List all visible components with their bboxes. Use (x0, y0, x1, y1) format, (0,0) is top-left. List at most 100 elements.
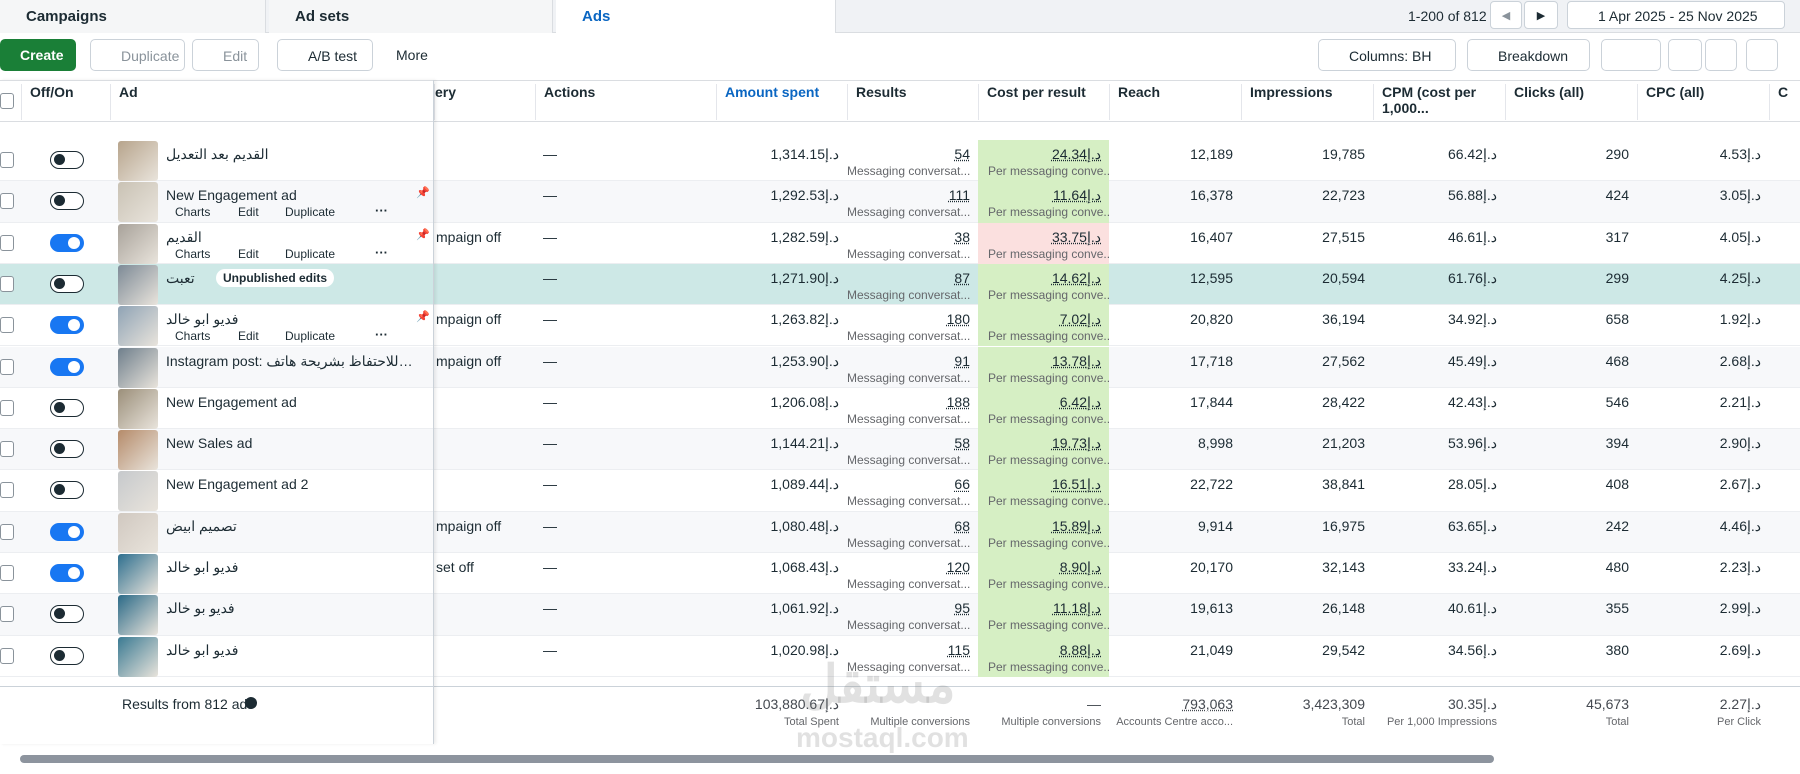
results-cell[interactable]: 95 (954, 600, 970, 617)
toggle[interactable] (50, 398, 84, 417)
tab[interactable]: Ad sets (269, 0, 553, 33)
results-cell[interactable]: 58 (954, 435, 970, 452)
column-header[interactable]: CPC (all) (1637, 84, 1769, 120)
pin-icon[interactable]: 📌 (416, 187, 430, 200)
row-checkbox[interactable] (0, 358, 14, 375)
toolbar-icon[interactable] (1746, 39, 1778, 71)
column-header[interactable]: Reach (1109, 84, 1241, 120)
row-action[interactable]: Edit (238, 246, 259, 261)
table-row[interactable] (0, 181, 1800, 223)
column-header[interactable]: Ad (110, 84, 434, 120)
row-checkbox[interactable] (0, 399, 14, 416)
row-action[interactable]: Edit (238, 329, 259, 344)
cpr-cell[interactable]: 6.42د.إ (1059, 393, 1101, 410)
breakdown-button[interactable]: Breakdown (1467, 39, 1590, 71)
toggle[interactable] (50, 316, 84, 335)
cpr-cell[interactable]: 13.78د.إ (1051, 352, 1101, 369)
table-row[interactable] (0, 305, 1800, 347)
columns-button[interactable]: Columns: BH (1318, 39, 1456, 71)
column-header[interactable]: Cost per result (978, 84, 1109, 120)
date-picker[interactable]: 1 Apr 2025 - 25 Nov 2025 (1567, 1, 1785, 29)
row-action[interactable]: Charts (175, 205, 211, 220)
results-cell[interactable]: 68 (954, 517, 970, 534)
column-header[interactable]: Amount spent (716, 84, 847, 120)
table-row[interactable] (0, 346, 1800, 388)
toolbar-icon[interactable] (1705, 39, 1737, 71)
table-row[interactable] (0, 594, 1800, 636)
ad-name[interactable]: القديم بعد التعديل (166, 146, 269, 162)
more-icon[interactable]: ··· (375, 203, 388, 219)
table-row[interactable] (0, 635, 1800, 677)
table-row[interactable] (0, 470, 1800, 512)
results-cell[interactable]: 111 (948, 187, 970, 204)
toggle[interactable] (50, 522, 84, 541)
edit-button[interactable]: Edit (192, 39, 259, 71)
table-row[interactable] (0, 222, 1800, 264)
more-button[interactable]: More (382, 39, 455, 71)
cpr-cell[interactable]: 33.75د.إ (1051, 228, 1101, 245)
toggle[interactable] (50, 564, 84, 582)
cpr-cell[interactable]: 14.62د.إ (1051, 269, 1101, 286)
row-checkbox[interactable] (0, 647, 14, 664)
row-checkbox[interactable] (0, 606, 14, 623)
column-header[interactable]: Clicks (all) (1505, 84, 1637, 120)
results-cell[interactable]: 91 (954, 352, 970, 369)
ad-name[interactable]: New Engagement ad 2 (166, 476, 309, 493)
cpr-cell[interactable]: 19.73د.إ (1051, 435, 1101, 452)
toggle[interactable] (50, 440, 84, 459)
pin-icon[interactable]: 📌 (416, 228, 430, 241)
tab[interactable]: Ads (556, 0, 836, 33)
ad-name[interactable]: New Engagement ad (166, 187, 297, 204)
row-checkbox[interactable] (0, 482, 14, 499)
prev-page[interactable]: ◀ (1490, 1, 1522, 29)
column-header[interactable]: C (1769, 84, 1800, 120)
toggle[interactable] (50, 192, 84, 211)
results-cell[interactable]: 87 (954, 269, 970, 286)
results-cell[interactable]: 38 (954, 228, 970, 245)
ad-name[interactable]: New Sales ad (166, 435, 253, 452)
results-cell[interactable]: 180 (946, 311, 970, 328)
column-header[interactable]: Actions (535, 84, 716, 120)
toggle[interactable] (50, 151, 84, 169)
table-row[interactable] (0, 429, 1800, 471)
results-cell[interactable]: 188 (946, 393, 970, 410)
ad-name[interactable]: القديم (166, 228, 202, 245)
row-checkbox[interactable] (0, 523, 14, 540)
toggle[interactable] (50, 233, 84, 252)
toggle[interactable] (50, 481, 84, 500)
row-action[interactable]: Duplicate (285, 205, 336, 220)
row-checkbox[interactable] (0, 565, 14, 581)
cpr-cell[interactable]: 8.90د.إ (1059, 559, 1101, 575)
row-checkbox[interactable] (0, 193, 14, 210)
toolbar-icon[interactable] (1668, 39, 1702, 71)
next-page[interactable]: ▶ (1524, 1, 1558, 29)
results-cell[interactable]: 115 (947, 641, 970, 658)
cpr-cell[interactable]: 16.51د.إ (1051, 476, 1101, 493)
pin-icon[interactable]: 📌 (416, 311, 430, 324)
row-action[interactable]: Edit (238, 205, 259, 220)
ab-test-button[interactable]: A/B test (277, 39, 373, 71)
row-action[interactable]: Duplicate (285, 329, 336, 344)
tab[interactable]: Campaigns (0, 0, 266, 33)
table-row[interactable] (0, 553, 1800, 595)
table-row[interactable] (0, 387, 1800, 430)
row-checkbox[interactable] (0, 152, 14, 168)
toggle[interactable] (50, 646, 84, 665)
column-header[interactable]: CPM (cost per 1,000... (1373, 84, 1505, 120)
column-header[interactable]: ery (434, 84, 535, 120)
ad-name[interactable]: تصميم ابيض (166, 517, 237, 534)
column-header[interactable]: Off/On (21, 84, 110, 120)
ad-name[interactable]: فديو بو خالد (166, 600, 235, 617)
row-action[interactable]: Duplicate (285, 246, 336, 261)
cpr-cell[interactable]: 11.64د.إ (1052, 187, 1101, 204)
ad-name[interactable]: فديو ابو خالد (166, 311, 239, 328)
ad-name[interactable]: فديو ابو خالد (166, 641, 239, 658)
table-row[interactable] (0, 140, 1800, 182)
row-checkbox[interactable] (0, 234, 14, 251)
toggle[interactable] (50, 274, 84, 293)
row-checkbox[interactable] (0, 317, 14, 334)
cpr-cell[interactable]: 11.18د.إ (1052, 600, 1101, 617)
row-checkbox[interactable] (0, 441, 14, 458)
create-button[interactable]: Create (0, 39, 76, 71)
cpr-cell[interactable]: 7.02د.إ (1059, 311, 1101, 328)
